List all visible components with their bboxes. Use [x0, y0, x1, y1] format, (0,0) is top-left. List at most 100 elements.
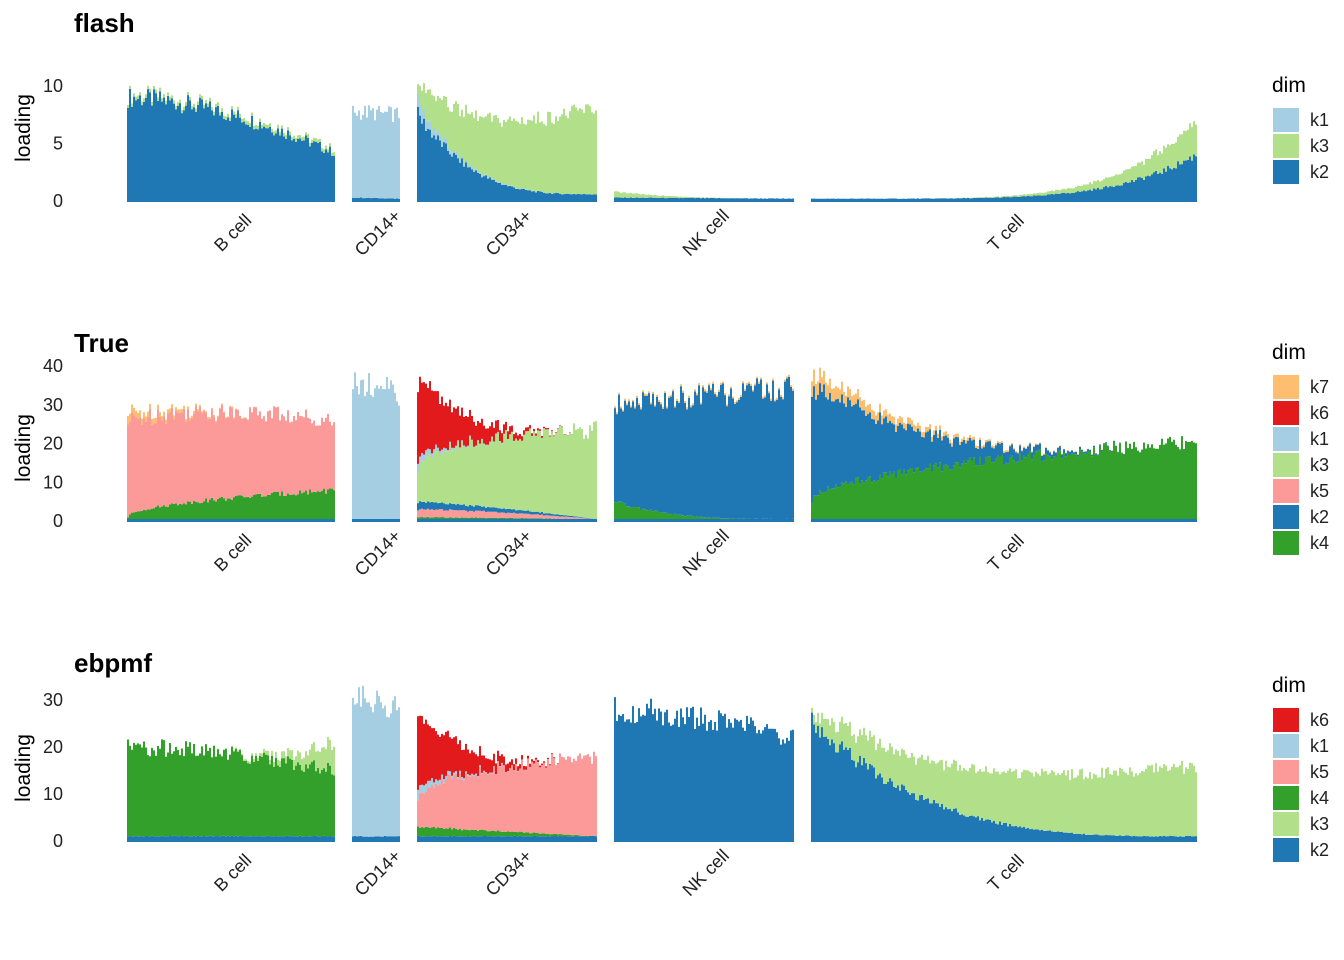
y-ticks-true: 0 10 20 30 40 [43, 356, 63, 531]
x-tick-cd14: CD14+ [351, 206, 405, 260]
area-k2-cd34 [417, 501, 597, 519]
x-ticks-flash: B cell CD14+ CD34+ NK cell T cell [210, 206, 1028, 260]
baseline-nk-cell [614, 199, 794, 202]
legend-swatch-k1 [1273, 734, 1299, 758]
legend-swatch-k4 [1273, 531, 1299, 555]
group-nk-cell [614, 374, 794, 522]
x-tick-nk-cell: NK cell [679, 206, 733, 260]
legend-label-k2: k2 [1310, 840, 1329, 860]
legend-label-k5: k5 [1310, 481, 1329, 501]
legend-title-ebpmf: dim [1272, 674, 1306, 697]
legend-flash: dim k1 k3 k2 [1272, 74, 1329, 184]
legend-label-k1: k1 [1310, 110, 1329, 130]
legend-swatch-k2 [1273, 838, 1299, 862]
area-k2-nk-cell [614, 376, 794, 520]
legend-label-k1: k1 [1310, 429, 1329, 449]
area-k2-nk-cell [614, 697, 794, 841]
area-k4-b-cell [127, 488, 335, 521]
x-tick-nk-cell: NK cell [679, 846, 733, 900]
legend-label-k4: k4 [1310, 788, 1329, 808]
y-axis-label-true: loading [12, 414, 35, 482]
legend-swatch-k3 [1273, 453, 1299, 477]
legend-label-k2: k2 [1310, 162, 1329, 182]
y-tick-label: 10 [43, 472, 63, 492]
x-tick-t-cell: T cell [984, 851, 1028, 895]
x-tick-cd34: CD34+ [482, 206, 536, 260]
area-k6-cd34 [417, 715, 597, 790]
panel-title-true: True [74, 328, 129, 358]
legend-label-k3: k3 [1310, 455, 1329, 475]
y-tick-label: 10 [43, 784, 63, 804]
y-tick-label: 30 [43, 395, 63, 415]
area-k1-cd14 [352, 372, 400, 520]
area-k2-b-cell [127, 89, 335, 201]
area-k5-cd34 [417, 508, 597, 520]
x-tick-t-cell: T cell [984, 211, 1028, 255]
baseline-cd14 [352, 199, 400, 202]
group-b-cell [127, 737, 335, 842]
legend-swatch-k6 [1273, 708, 1299, 732]
y-tick-label: 20 [43, 434, 63, 454]
baseline-cd34 [417, 839, 597, 842]
area-k2-t-cell [811, 154, 1197, 201]
groups-true [127, 367, 1197, 522]
y-tick-label: 0 [53, 831, 63, 851]
legend-label-k6: k6 [1310, 403, 1329, 423]
group-cd14 [352, 372, 400, 522]
legend-swatch-k7 [1273, 375, 1299, 399]
x-tick-cd14: CD14+ [351, 526, 405, 580]
x-tick-b-cell: B cell [210, 530, 255, 575]
group-cd14 [352, 105, 400, 202]
legend-swatch-k3 [1273, 134, 1299, 158]
legend-ebpmf: dim k6 k1 k5 k4 k3 k2 [1272, 674, 1329, 862]
group-nk-cell [614, 191, 794, 202]
legend-swatch-k5 [1273, 479, 1299, 503]
area-k1-cd34 [417, 751, 597, 801]
legend-label-k6: k6 [1310, 710, 1329, 730]
y-axis-label-ebpmf: loading [12, 734, 35, 802]
y-ticks-ebpmf: 0 10 20 30 [43, 690, 63, 851]
area-k3-t-cell [811, 707, 1197, 837]
baseline-b-cell [127, 199, 335, 202]
baseline-cd14 [352, 839, 400, 842]
panel-title-ebpmf: ebpmf [74, 648, 152, 678]
legend-swatch-k6 [1273, 401, 1299, 425]
x-tick-b-cell: B cell [210, 850, 255, 895]
legend-swatch-k4 [1273, 786, 1299, 810]
y-tick-label: 30 [43, 690, 63, 710]
x-ticks-ebpmf: B cell CD14+ CD34+ NK cell T cell [210, 846, 1028, 900]
legend-swatch-k3 [1273, 812, 1299, 836]
legend-label-k5: k5 [1310, 762, 1329, 782]
baseline-t-cell [811, 519, 1197, 522]
area-k2-t-cell [811, 383, 1197, 503]
area-k3-cd34 [417, 421, 597, 519]
area-k3-cd34 [417, 83, 597, 195]
y-tick-label: 0 [53, 511, 63, 531]
baseline-nk-cell [614, 839, 794, 842]
x-tick-t-cell: T cell [984, 531, 1028, 575]
legend-label-k4: k4 [1310, 533, 1329, 553]
group-nk-cell [614, 697, 794, 842]
panel-ebpmf: ebpmf loading 0 10 20 30 B cell CD14+ CD34+ NK… [12, 648, 1329, 900]
group-t-cell [811, 707, 1197, 842]
y-tick-label: 20 [43, 737, 63, 757]
y-tick-label: 5 [53, 134, 63, 154]
baseline-b-cell [127, 519, 335, 522]
legend-label-k1: k1 [1310, 736, 1329, 756]
x-ticks-true: B cell CD14+ CD34+ NK cell T cell [210, 526, 1028, 580]
legend-swatch-k1 [1273, 108, 1299, 132]
group-cd34 [417, 83, 597, 202]
baseline-t-cell [811, 839, 1197, 842]
x-tick-cd34: CD34+ [482, 846, 536, 900]
area-k5-cd34 [417, 751, 597, 837]
area-k4-t-cell [811, 436, 1197, 521]
y-axis-label-flash: loading [12, 94, 35, 162]
legend-swatch-k2 [1273, 505, 1299, 529]
group-cd34 [417, 715, 597, 842]
baseline-nk-cell [614, 519, 794, 522]
y-tick-label: 0 [53, 191, 63, 211]
groups-flash [127, 83, 1197, 202]
area-k6-cd34 [417, 376, 597, 464]
legend-label-k7: k7 [1310, 377, 1329, 397]
panel-true: True loading 0 10 20 30 40 B cell CD14+ CD34+ N… [12, 328, 1329, 580]
